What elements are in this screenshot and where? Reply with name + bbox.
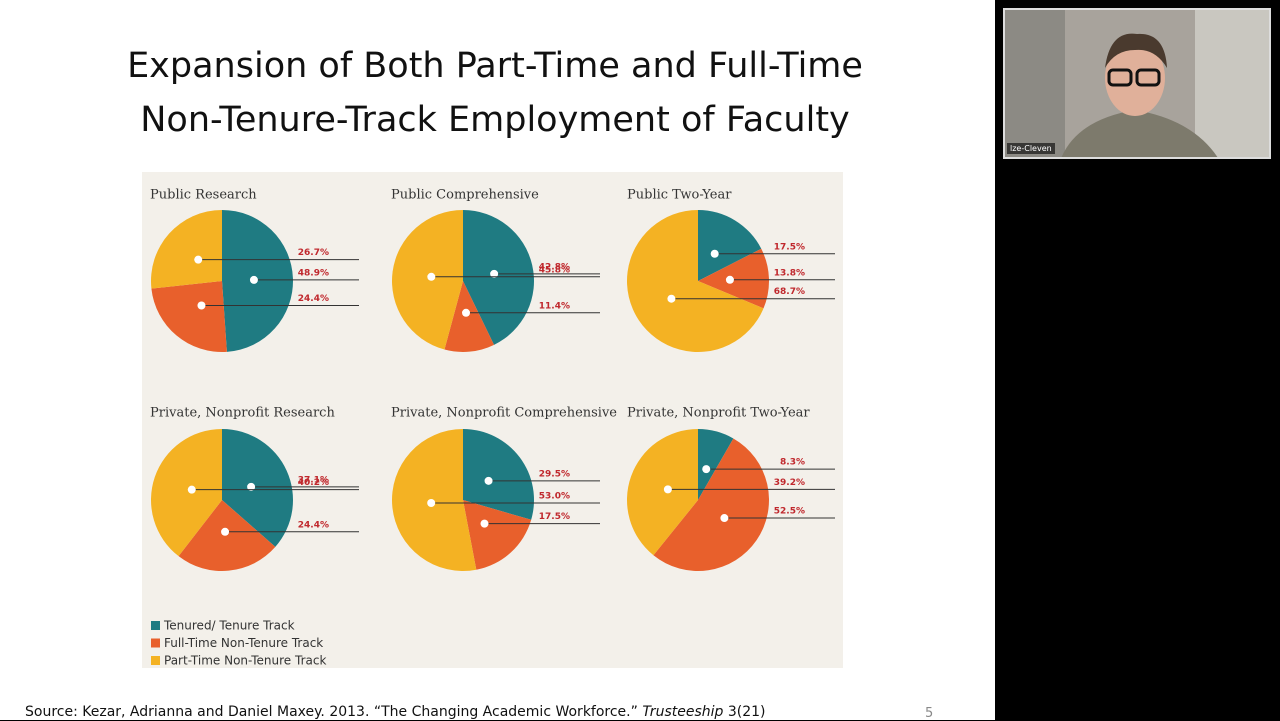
pie-slice xyxy=(698,210,762,281)
pie-slice xyxy=(653,438,769,571)
pie-dot xyxy=(725,275,734,284)
pie-slice xyxy=(178,500,276,572)
source-text: Source: Kezar, Adrianna and Daniel Maxey… xyxy=(25,704,638,720)
source-journal: Trusteeship xyxy=(642,704,724,720)
pie-title: Public Comprehensive xyxy=(391,188,539,203)
pie-dot xyxy=(187,485,196,494)
value-label: 52.5% xyxy=(774,507,805,517)
value-label: 53.0% xyxy=(539,492,570,502)
value-label: 42.8% xyxy=(539,262,570,272)
pie-slice xyxy=(151,281,227,352)
value-label: 39.2% xyxy=(774,478,805,488)
pie-dot xyxy=(720,514,729,523)
pie-title: Public Two-Year xyxy=(627,188,732,203)
source-issue: 3(21) xyxy=(727,704,766,720)
value-label: 17.5% xyxy=(774,242,805,252)
pie-dot xyxy=(221,527,230,536)
value-label: 24.4% xyxy=(298,294,329,304)
value-label: 17.5% xyxy=(539,512,570,522)
pie-dot xyxy=(194,255,203,264)
pie-dot xyxy=(427,499,436,508)
value-label: 26.7% xyxy=(298,248,329,258)
pie-dot xyxy=(710,249,719,258)
pie-title: Private, Nonprofit Two-Year xyxy=(627,406,810,421)
page-number: 5 xyxy=(925,706,934,721)
pie-slice xyxy=(463,500,532,570)
pie-dot xyxy=(490,269,499,278)
pie-dot xyxy=(462,308,471,317)
pie-slice xyxy=(627,210,764,352)
value-label: 8.3% xyxy=(780,458,805,468)
pie-dot xyxy=(484,476,493,485)
legend-label: Part-Time Non-Tenure Track xyxy=(164,654,326,668)
legend-swatch xyxy=(151,621,160,630)
pie-dot xyxy=(197,301,206,310)
pie-slice xyxy=(392,210,463,350)
value-label: 13.8% xyxy=(774,268,805,278)
slide: Expansion of Both Part-Time and Full-Tim… xyxy=(0,0,995,721)
pie-slice xyxy=(151,210,222,289)
slide-title: Non-Tenure-Track Employment of Faculty xyxy=(140,100,850,140)
value-label: 37.1% xyxy=(298,475,329,485)
video-tile: lze-Cleven xyxy=(1003,8,1271,159)
pie-slice xyxy=(391,429,477,571)
participant-name: lze-Cleven xyxy=(1007,143,1055,154)
pie-dot xyxy=(702,465,711,474)
value-label: 24.4% xyxy=(298,520,329,530)
pie-dot xyxy=(247,482,256,491)
pie-title: Private, Nonprofit Research xyxy=(150,406,335,421)
pie-slice xyxy=(444,281,495,352)
value-label: 29.5% xyxy=(539,469,570,479)
legend-swatch xyxy=(151,638,160,648)
pie-slice xyxy=(626,429,698,556)
value-label: 68.7% xyxy=(774,287,805,297)
pie-slice xyxy=(222,429,294,547)
video-feed xyxy=(1005,10,1269,157)
legend-label: Tenured/ Tenure Track xyxy=(163,619,295,633)
value-label: 11.4% xyxy=(539,301,570,311)
pie-slice xyxy=(698,429,734,500)
pie-dot xyxy=(480,519,489,528)
pie-title: Public Research xyxy=(150,188,257,203)
pie-slice xyxy=(463,209,535,345)
legend-swatch xyxy=(151,656,160,665)
slide-title: Expansion of Both Part-Time and Full-Tim… xyxy=(127,46,863,86)
chart-area: Public Research 48.9% 24.4% 26.7% Public Com… xyxy=(142,172,843,668)
value-label: 40.2% xyxy=(298,478,329,488)
source: Source: Kezar, Adrianna and Daniel Maxey… xyxy=(25,704,766,720)
legend-label: Full-Time Non-Tenure Track xyxy=(164,636,323,650)
pie-dot xyxy=(427,272,436,281)
pie-dot xyxy=(663,485,672,494)
pie-title: Private, Nonprofit Comprehensive xyxy=(391,406,617,421)
pie-dot xyxy=(249,275,258,284)
pie-dot xyxy=(667,294,676,303)
value-label: 45.8% xyxy=(539,265,570,275)
pie-slice xyxy=(150,429,222,557)
value-label: 48.9% xyxy=(298,268,329,278)
pie-slice xyxy=(463,429,534,520)
